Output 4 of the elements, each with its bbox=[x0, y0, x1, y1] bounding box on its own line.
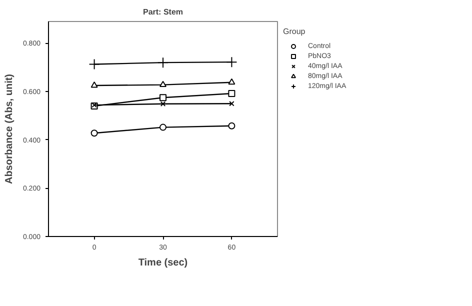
chart-title: Part: Stem bbox=[142, 8, 184, 16]
y-axis-title: Absorbance (Abs, unit) bbox=[4, 74, 15, 184]
legend-title: Group bbox=[283, 27, 306, 36]
x-axis-title: Time (sec) bbox=[138, 258, 188, 268]
